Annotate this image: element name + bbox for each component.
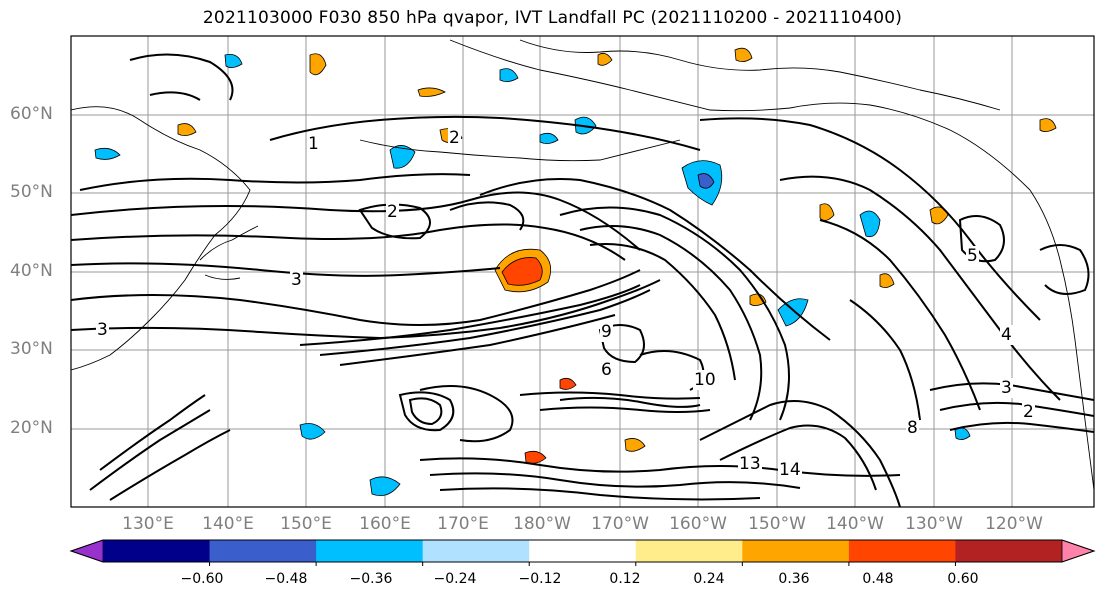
colorbar-tick-label: 0.60 xyxy=(947,571,979,587)
lon-label: 130°E xyxy=(122,514,174,534)
colorbar-segment xyxy=(848,540,956,562)
lon-label: 150°W xyxy=(748,514,806,534)
colorbar-tick-label: −0.60 xyxy=(180,571,224,587)
lon-label: 130°W xyxy=(905,514,963,534)
lon-label: 140°E xyxy=(202,514,254,534)
colorbar-segment xyxy=(955,540,1063,562)
colorbar-segment xyxy=(209,540,317,562)
colorbar-tick-label: −0.48 xyxy=(264,571,308,587)
colorbar-tick-label: 0.12 xyxy=(609,571,641,587)
contour-label: 3 xyxy=(1000,378,1013,398)
coastline-alaska xyxy=(449,39,1031,191)
contour-label: 2 xyxy=(386,202,399,222)
lon-label: 120°W xyxy=(985,514,1043,534)
contour-label: 5 xyxy=(966,246,979,266)
fill-patch-red xyxy=(501,257,543,286)
contour-label: 14 xyxy=(778,460,802,480)
lat-label-30n: 30°N xyxy=(10,339,53,359)
colorbar-extend-high xyxy=(1061,539,1096,563)
colorbar-segment xyxy=(422,540,530,562)
coastline-northamerica xyxy=(1029,189,1094,491)
coastline-japan xyxy=(199,225,259,280)
lon-label: 170°E xyxy=(437,514,489,534)
contour-label: 1 xyxy=(307,134,320,154)
contour-label: 9 xyxy=(600,322,613,342)
colorbar-segment xyxy=(316,540,424,562)
contour-label: 13 xyxy=(738,454,762,474)
lon-label: 150°E xyxy=(280,514,332,534)
contour-label: 8 xyxy=(906,418,919,438)
lon-label: 170°W xyxy=(591,514,649,534)
colorbar-tick-label: 0.48 xyxy=(862,571,894,587)
lon-label: 160°E xyxy=(359,514,411,534)
lon-label: 160°W xyxy=(669,514,727,534)
colorbar-extend-low xyxy=(69,539,104,563)
contour-label: 4 xyxy=(1000,325,1013,345)
lon-label: 140°W xyxy=(826,514,884,534)
map-title: 2021103000 F030 850 hPa qvapor, IVT Land… xyxy=(202,8,903,28)
lon-label: 180°W xyxy=(513,514,571,534)
coastlines xyxy=(71,39,1094,491)
colorbar-tick-label: 0.24 xyxy=(693,571,725,587)
colorbar-outline xyxy=(69,539,1096,563)
qvapor-fill-patches xyxy=(94,47,1057,497)
colorbar-segment xyxy=(635,540,743,562)
lat-label-20n: 20°N xyxy=(10,418,53,438)
colorbar xyxy=(69,539,1096,566)
colorbar-segment xyxy=(742,540,850,562)
map-border xyxy=(70,35,1095,508)
coastline-asia xyxy=(71,106,251,371)
colorbar-segment xyxy=(529,540,637,562)
lat-label-50n: 50°N xyxy=(10,182,53,202)
colorbar-tick-label: −0.24 xyxy=(433,571,477,587)
contour-label: 6 xyxy=(600,360,613,380)
colorbar-tick-label: −0.36 xyxy=(349,571,393,587)
contour-label: 2 xyxy=(448,128,461,148)
lat-label-60n: 60°N xyxy=(10,104,53,124)
colorbar-tick-label: 0.36 xyxy=(778,571,810,587)
contour-label: 10 xyxy=(693,370,717,390)
coastline-aleutians xyxy=(359,139,681,162)
contour-label: 2 xyxy=(1022,402,1035,422)
colorbar-tick-label: −0.12 xyxy=(518,571,562,587)
colorbar-segment xyxy=(103,540,211,562)
contour-label: 3 xyxy=(96,320,109,340)
contour-label: 3 xyxy=(290,270,303,290)
fill-patch-darkblue xyxy=(697,173,715,189)
lat-label-40n: 40°N xyxy=(10,261,53,281)
